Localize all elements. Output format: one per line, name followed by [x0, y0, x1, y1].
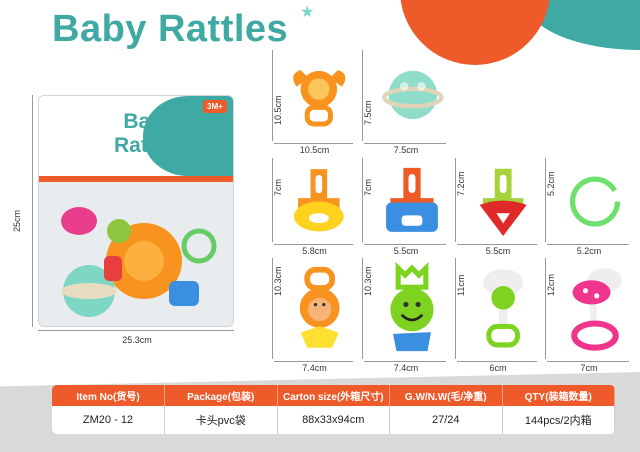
item-width-label: 6cm [489, 363, 507, 373]
page-title: Baby Rattles [52, 8, 289, 50]
product-item-crab-rattle: 10.5cm 10.5cm [272, 50, 357, 157]
item-height-label: 10.3cm [363, 266, 373, 296]
cell-package: 卡头pvc袋 [164, 406, 278, 434]
height-guide [32, 95, 33, 327]
item-width-label: 7.5cm [393, 145, 419, 155]
yellow-teether-image [293, 169, 344, 232]
item-height-label: 7cm [273, 178, 283, 196]
package-height-label: 25cm [12, 209, 22, 232]
blue-teether-image [386, 167, 438, 232]
table-row: ZM20 - 12 卡头pvc袋 88x33x94cm 27/24 144pcs… [52, 406, 615, 434]
header-qty: QTY(装箱数量) [502, 385, 615, 406]
star-icon: ★ [300, 4, 315, 21]
header-weight: G.W/N.W(毛/净重) [389, 385, 503, 406]
cell-carton-size: 88x33x94cm [277, 406, 390, 434]
item-width-label: 5.5cm [485, 246, 511, 256]
product-item-blue-teether: 7cm 5.5cm [362, 158, 450, 258]
cell-item-no: ZM20 - 12 [52, 406, 165, 434]
package-logo: Baby Rattles [113, 110, 185, 157]
item-height-label: 12cm [546, 273, 556, 296]
width-guide [38, 330, 234, 331]
product-item-green-ring: 5.2cm 5.2cm [545, 158, 633, 258]
spec-table: Item No(货号) Package(包装) Carton size(外箱尺寸… [52, 385, 615, 434]
age-badge: 3M+ [203, 100, 227, 113]
item-height-label: 7.5cm [363, 100, 373, 125]
item-height-label: 7.2cm [456, 171, 466, 196]
product-item-bear-rattle: 10.3cm 7.4cm [272, 258, 357, 375]
item-width-label: 5.2cm [576, 246, 602, 256]
heart-teether-image [479, 168, 527, 236]
product-item-ball-rattle: 7.5cm 7.5cm [362, 50, 450, 157]
item-width-label: 7.4cm [302, 363, 327, 373]
packaged-toys-image [61, 207, 217, 317]
product-item-mushroom-rattle: 12cm 7cm [545, 258, 633, 375]
green-ring-image [569, 176, 621, 227]
product-item-frog-rattle: 11cm 6cm [455, 258, 541, 375]
mushroom-rattle-image [571, 268, 622, 351]
cell-weight: 27/24 [389, 406, 503, 434]
item-width-label: 5.5cm [393, 246, 419, 256]
header-item-no: Item No(货号) [52, 385, 165, 406]
cat-rattle-image [390, 261, 434, 352]
product-package: Baby Rattles 3M+ [38, 95, 234, 327]
item-height-label: 11cm [456, 274, 466, 296]
frog-rattle-image [482, 269, 524, 348]
header-carton-size: Carton size(外箱尺寸) [277, 385, 390, 406]
package-width-label: 25.3cm [122, 335, 152, 345]
header-package: Package(包装) [164, 385, 278, 406]
item-height-label: 5.2cm [546, 171, 556, 196]
product-item-yellow-teether: 7cm 5.8cm [272, 158, 357, 258]
item-width-label: 7cm [580, 363, 598, 373]
product-item-cat-rattle: 10.3cm 7.4cm [362, 258, 450, 375]
product-item-heart-teether: 7.2cm 5.5cm [455, 158, 541, 258]
item-height-label: 10.3cm [273, 266, 283, 296]
item-width-label: 10.5cm [299, 145, 330, 155]
item-height-label: 10.5cm [273, 95, 283, 125]
bear-rattle-image [299, 266, 340, 348]
item-height-label: 7cm [363, 178, 373, 196]
item-width-label: 5.8cm [302, 246, 327, 256]
ball-rattle-image [382, 70, 444, 120]
crab-rattle-image [293, 64, 346, 127]
cell-qty: 144pcs/2内箱 [502, 406, 615, 434]
item-width-label: 7.4cm [393, 363, 419, 373]
